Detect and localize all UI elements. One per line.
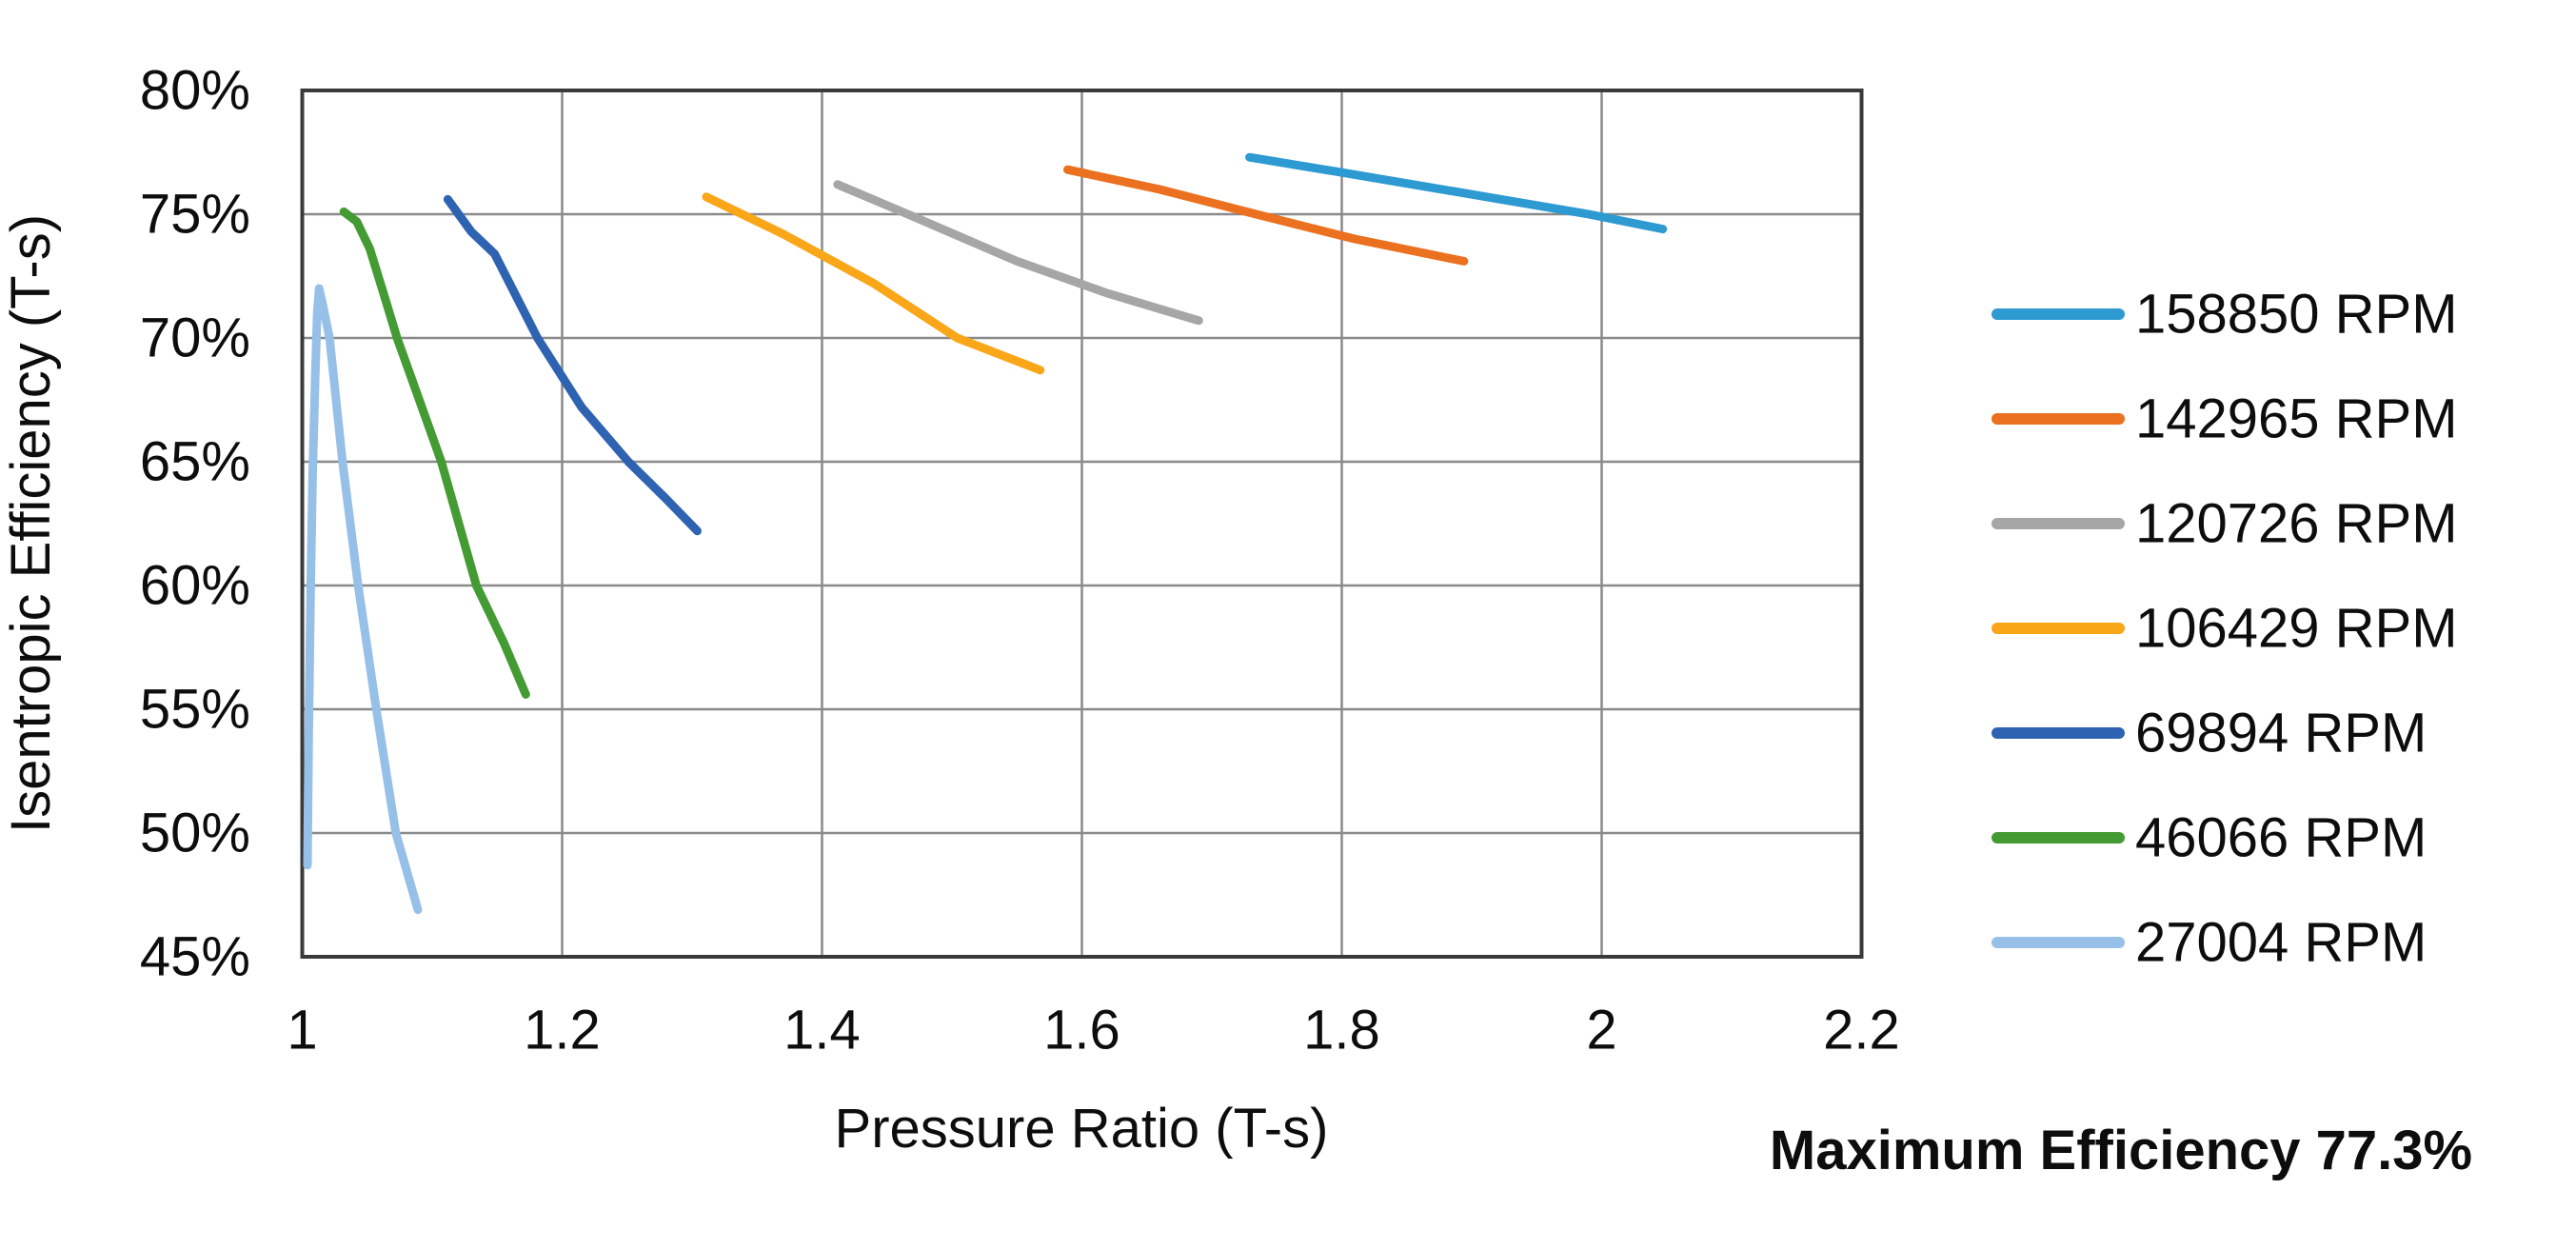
legend-label: 142965 RPM <box>2135 388 2458 450</box>
y-tick-label: 75% <box>140 184 250 246</box>
series-line-106429-rpm[interactable] <box>702 192 1045 375</box>
series-line-27004-rpm[interactable] <box>303 284 423 915</box>
grid-layer <box>302 90 1862 957</box>
legend-label: 69894 RPM <box>2135 703 2427 764</box>
legend-item-120726-rpm[interactable]: 120726 RPM <box>1991 493 2458 555</box>
series-line-69894-rpm[interactable] <box>443 194 702 536</box>
y-tick-label: 65% <box>140 431 250 493</box>
series-line-158850-rpm[interactable] <box>1245 152 1668 234</box>
max-efficiency-annotation: Maximum Efficiency 77.3% <box>1770 1120 2472 1181</box>
x-axis-tick-labels: 1 1.2 1.4 1.6 1.8 2 2.2 <box>287 1000 1899 1062</box>
legend-label: 106429 RPM <box>2135 598 2458 660</box>
legend-label: 120726 RPM <box>2135 493 2458 555</box>
legend-item-142965-rpm[interactable]: 142965 RPM <box>1991 388 2458 450</box>
series-line-142965-rpm[interactable] <box>1063 165 1469 266</box>
x-tick-label: 1.4 <box>783 1000 861 1062</box>
legend-item-69894-rpm[interactable]: 69894 RPM <box>1991 703 2427 764</box>
legend-item-158850-rpm[interactable]: 158850 RPM <box>1991 284 2458 346</box>
legend: 158850 RPM 142965 RPM 120726 RPM 106429 RPM… <box>1991 284 2458 974</box>
y-axis-tick-labels: 45% 50% 55% 60% 65% 70% 75% 80% <box>140 60 250 988</box>
legend-item-46066-rpm[interactable]: 46066 RPM <box>1991 807 2427 869</box>
x-tick-label: 1 <box>287 1000 317 1062</box>
legend-item-27004-rpm[interactable]: 27004 RPM <box>1991 912 2427 974</box>
series-line-46066-rpm[interactable] <box>339 207 530 699</box>
legend-item-106429-rpm[interactable]: 106429 RPM <box>1991 598 2458 660</box>
x-axis-title: Pressure Ratio (T-s) <box>835 1098 1329 1160</box>
y-tick-label: 45% <box>140 926 250 988</box>
y-tick-label: 50% <box>140 803 250 864</box>
legend-label: 27004 RPM <box>2135 912 2427 974</box>
legend-label: 46066 RPM <box>2135 807 2427 869</box>
x-tick-label: 2 <box>1586 1000 1616 1062</box>
y-tick-label: 55% <box>140 679 250 741</box>
plot-border <box>300 89 1864 959</box>
x-tick-label: 1.6 <box>1043 1000 1120 1062</box>
series-layer <box>303 152 1668 915</box>
x-tick-label: 1.8 <box>1303 1000 1380 1062</box>
y-tick-label: 80% <box>140 60 250 122</box>
y-tick-label: 70% <box>140 308 250 369</box>
legend-label: 158850 RPM <box>2135 284 2458 346</box>
y-tick-label: 60% <box>140 555 250 617</box>
y-axis-title: Isentropic Efficiency (T-s) <box>0 214 62 833</box>
series-line-120726-rpm[interactable] <box>833 180 1203 326</box>
x-tick-label: 1.2 <box>524 1000 601 1062</box>
x-tick-label: 2.2 <box>1823 1000 1900 1062</box>
